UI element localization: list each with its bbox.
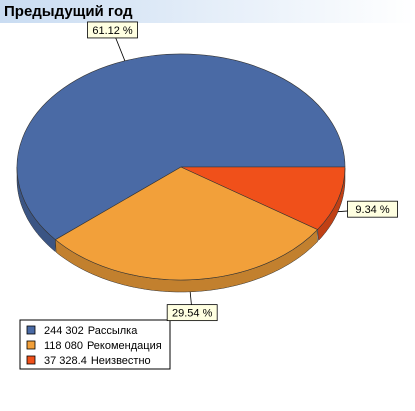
legend — [19, 319, 171, 370]
data-label: 9.34 % — [355, 204, 389, 216]
legend-amount: 37 328.4 — [44, 355, 87, 367]
data-label-box — [87, 21, 138, 39]
legend-label: 37 328.4 Неизвестно — [44, 355, 151, 367]
title-bar — [0, 0, 415, 23]
data-label: 61.12 % — [92, 25, 133, 37]
legend-label: 118 080 Рекомендация — [44, 340, 162, 352]
legend-name: Неизвестно — [91, 355, 151, 367]
pie-slice — [54, 166, 319, 281]
data-label-box — [166, 304, 218, 322]
legend-label: 244 302 Рассылка — [44, 325, 138, 337]
legend-name: Рекомендация — [87, 340, 162, 352]
legend-amount: 118 080 — [44, 340, 83, 352]
pie-slice — [180, 166, 346, 230]
legend-amount: 244 302 — [44, 325, 84, 337]
legend-swatch — [26, 355, 36, 365]
legend-swatch — [26, 340, 36, 350]
data-label: 29.54 % — [172, 308, 213, 320]
legend-name: Рассылка — [88, 325, 138, 337]
legend-swatch — [26, 325, 36, 335]
chart-title: Предыдущий год — [4, 3, 133, 20]
data-label-box — [347, 200, 398, 218]
